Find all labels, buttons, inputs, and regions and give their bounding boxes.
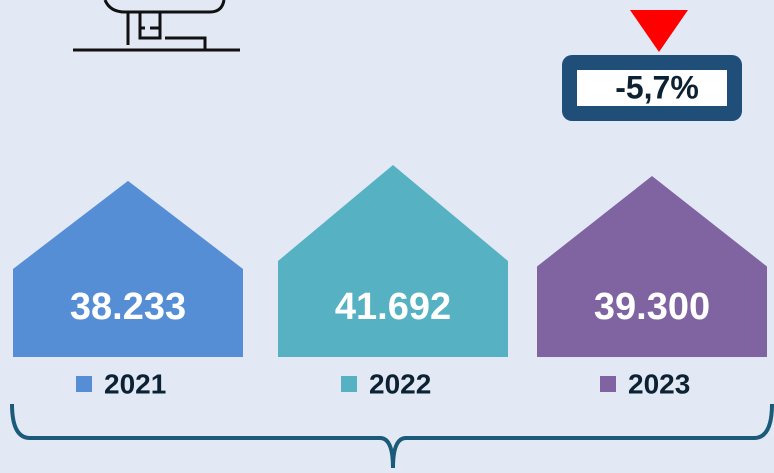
value-label: 41.692 xyxy=(335,286,451,328)
value-label: 39.300 xyxy=(594,286,710,328)
change-badge-inner xyxy=(577,70,727,106)
legend-label: 2021 xyxy=(104,368,166,399)
house xyxy=(278,165,508,357)
brace xyxy=(10,403,774,469)
value-label: 38.233 xyxy=(70,286,186,328)
legend-label: 2023 xyxy=(628,368,690,399)
house xyxy=(13,180,243,357)
legend-swatch xyxy=(76,376,92,392)
legend-label: 2022 xyxy=(369,368,431,399)
chair-icon xyxy=(73,0,240,52)
change-label: -5,7% xyxy=(615,69,699,105)
down-arrow xyxy=(630,10,688,52)
house xyxy=(537,176,767,357)
legend-swatch xyxy=(600,376,616,392)
legend-swatch xyxy=(341,376,357,392)
